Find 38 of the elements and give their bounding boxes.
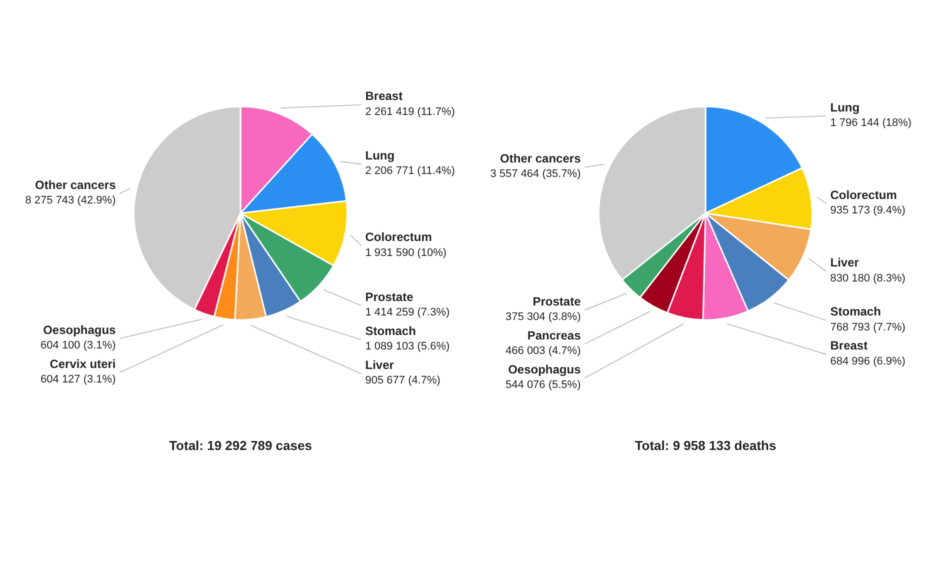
data-label: 604 100 (3.1%) [40,340,116,352]
slice-label: Colorectum [365,230,432,244]
data-label: 1 796 144 (18%) [830,116,912,129]
slice-label: Oesophagus [43,322,116,337]
data-label: 375 304 (3.8%) [506,311,581,324]
slice-label: Oesophagus [508,362,582,376]
slice-label: Other cancers [500,151,582,166]
slice-label: Colorectum [830,188,897,202]
data-label: 2 261 419 (11.7%) [365,106,455,118]
text: Total: 19 292 789 cases [169,438,312,453]
slice-label: Liver [365,358,394,372]
data-label: 905 677 (4.7%) [365,374,440,387]
data-label: 1 089 103 (5.6%) [365,340,450,353]
slice-label: Stomach [365,324,416,338]
data-label: 1 931 590 (10%) [365,246,447,259]
data-label: 8 275 743 (42.9%) [25,194,116,207]
slice-label: Lung [365,148,395,162]
slice-label: Other cancers [35,178,116,192]
data-label: 3 557 464 (35.7%) [490,168,581,180]
slice-label: Pancreas [527,328,582,342]
data-label: 935 173 (9.4%) [830,204,906,217]
slice-label: Cervix uteri [50,356,116,371]
data-label: 2 206 771 (11.4%) [365,165,455,178]
data-label: 768 793 (7.7%) [830,321,906,334]
slice-label: Breast [365,89,403,104]
slice-label: Liver [830,256,860,270]
data-label: 604 127 (3.1%) [40,374,116,386]
data-label: 684 996 (6.9%) [830,355,906,368]
data-label: 830 180 (8.3%) [830,272,906,284]
slice-label: Prostate [365,290,414,304]
data-label: 466 003 (4.7%) [506,345,581,358]
slice-label: Stomach [830,304,881,319]
data-label: 544 076 (5.5%) [506,379,581,392]
slice-label: Breast [830,338,868,353]
text: Total: 9 958 133 deaths [634,438,776,453]
slice-label: Lung [830,100,860,114]
data-label: 1 414 259 (7.3%) [365,306,450,319]
slice-label: Prostate [532,294,582,308]
